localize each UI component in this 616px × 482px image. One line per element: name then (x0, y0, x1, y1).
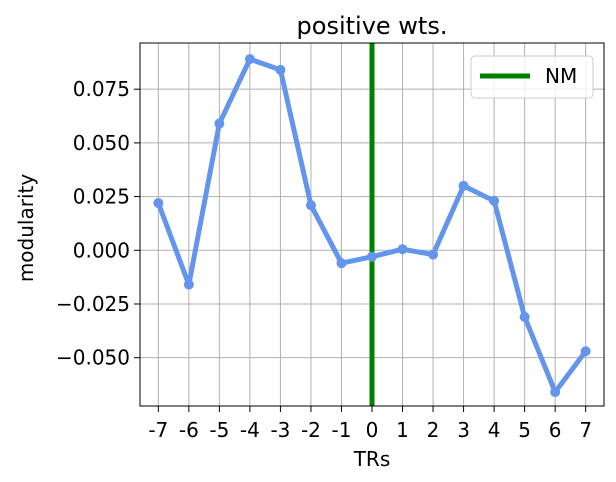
x-tick-label: -2 (301, 418, 321, 442)
x-tick-label: 2 (427, 418, 440, 442)
data-point (489, 195, 500, 206)
x-tick-label: 1 (396, 418, 409, 442)
x-axis-ticks: -7 -6 -5 -4 -3 -2 -1 0 1 2 3 4 5 6 7 (148, 406, 592, 442)
x-tick-label: -7 (148, 418, 168, 442)
data-point (336, 258, 347, 269)
data-point (397, 244, 408, 255)
y-axis-label: modularity (14, 174, 38, 283)
data-series (153, 54, 591, 398)
data-point (244, 54, 255, 65)
data-point (214, 118, 225, 129)
y-tick-label: 0.050 (73, 131, 130, 155)
y-tick-label: 0.075 (73, 77, 130, 101)
y-tick-label: 0.025 (73, 185, 130, 209)
x-tick-label: 7 (579, 418, 592, 442)
x-tick-label: 3 (457, 418, 470, 442)
x-tick-label: -5 (209, 418, 229, 442)
data-point (305, 200, 316, 211)
data-point (367, 251, 377, 262)
legend-label-nm: NM (545, 64, 577, 88)
x-axis-label: TRs (353, 447, 391, 471)
x-tick-label: 0 (366, 418, 379, 442)
x-tick-label: -4 (240, 418, 260, 442)
x-tick-label: -3 (270, 418, 290, 442)
data-point (428, 249, 439, 260)
x-tick-label: 5 (518, 418, 531, 442)
data-point (183, 279, 194, 290)
data-point (550, 387, 561, 398)
y-tick-label: −0.050 (56, 346, 130, 370)
data-point (519, 311, 530, 322)
x-tick-label: -1 (331, 418, 351, 442)
y-tick-label: −0.025 (56, 292, 130, 316)
legend-box (470, 55, 594, 99)
x-tick-label: -6 (179, 418, 199, 442)
x-tick-label: 4 (488, 418, 501, 442)
legend: NM (470, 55, 594, 99)
y-tick-label: 0.000 (73, 238, 130, 262)
data-point (458, 180, 469, 191)
x-tick-label: 6 (549, 418, 562, 442)
data-point (275, 64, 286, 75)
y-axis-ticks: 0.075 0.050 0.025 0.000 −0.025 −0.050 (56, 77, 140, 370)
data-point (580, 346, 591, 357)
data-point (153, 198, 164, 209)
chart-title: positive wts. (297, 12, 448, 40)
